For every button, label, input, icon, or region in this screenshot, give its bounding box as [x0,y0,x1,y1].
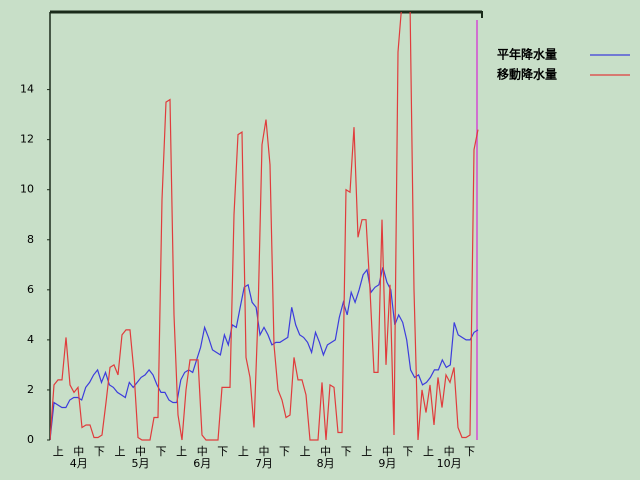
month-label: 6月 [193,457,211,470]
legend-label: 平年降水量 [497,47,557,62]
y-tick-label: 10 [20,183,34,196]
x-tick-label: 上 [300,445,311,458]
x-tick-label: 下 [94,445,105,458]
y-tick-label: 6 [27,283,34,296]
legend-label: 移動降水量 [497,67,557,82]
x-tick-label: 上 [53,445,64,458]
series-line [50,12,479,441]
x-tick-label: 中 [320,445,331,458]
series-line [50,267,479,441]
x-tick-label: 下 [156,445,167,458]
month-label: 5月 [132,457,150,470]
x-tick-label: 下 [402,445,413,458]
month-label: 4月 [70,457,88,470]
x-tick-label: 上 [114,445,125,458]
x-tick-label: 下 [217,445,228,458]
x-tick-label: 中 [382,445,393,458]
x-tick-label: 下 [341,445,352,458]
x-tick-label: 中 [135,445,146,458]
month-label: 8月 [317,457,335,470]
x-tick-label: 中 [444,445,455,458]
month-label: 9月 [378,457,396,470]
x-tick-label: 上 [423,445,434,458]
y-tick-label: 0 [27,433,34,446]
x-tick-label: 中 [73,445,84,458]
x-tick-label: 下 [279,445,290,458]
y-tick-label: 4 [27,333,34,346]
x-tick-label: 中 [197,445,208,458]
x-tick-label: 下 [464,445,475,458]
y-tick-label: 14 [20,83,34,96]
y-tick-label: 8 [27,233,34,246]
month-label: 7月 [255,457,273,470]
y-tick-label: 12 [20,133,34,146]
x-tick-label: 中 [258,445,269,458]
y-tick-label: 2 [27,383,34,396]
x-tick-label: 上 [238,445,249,458]
month-label: 10月 [437,457,462,470]
x-tick-label: 上 [361,445,372,458]
x-tick-label: 上 [176,445,187,458]
